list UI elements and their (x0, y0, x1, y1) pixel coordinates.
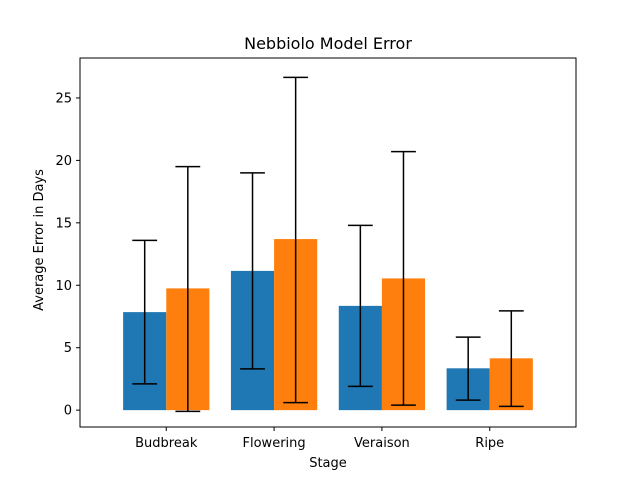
x-tick-label: Ripe (475, 436, 504, 451)
y-tick-label: 5 (64, 341, 72, 356)
y-tick-label: 25 (55, 91, 72, 106)
y-tick-label: 10 (55, 279, 72, 294)
chart-title: Nebbiolo Model Error (244, 34, 412, 53)
x-tick-label: Flowering (243, 436, 306, 451)
y-tick-label: 0 (64, 404, 72, 419)
y-axis-title: Average Error in Days (32, 169, 47, 311)
x-tick-label: Veraison (354, 436, 410, 451)
axes-frame (79, 57, 577, 428)
y-tick-label: 15 (55, 216, 72, 231)
x-axis-title: Stage (309, 456, 347, 471)
plot-area: 0 5 10 15 20 25 Budbreak Flowering Veraison Ripe (55, 57, 577, 451)
x-tick-label: Budbreak (135, 436, 198, 451)
y-tick-label: 20 (55, 154, 72, 169)
